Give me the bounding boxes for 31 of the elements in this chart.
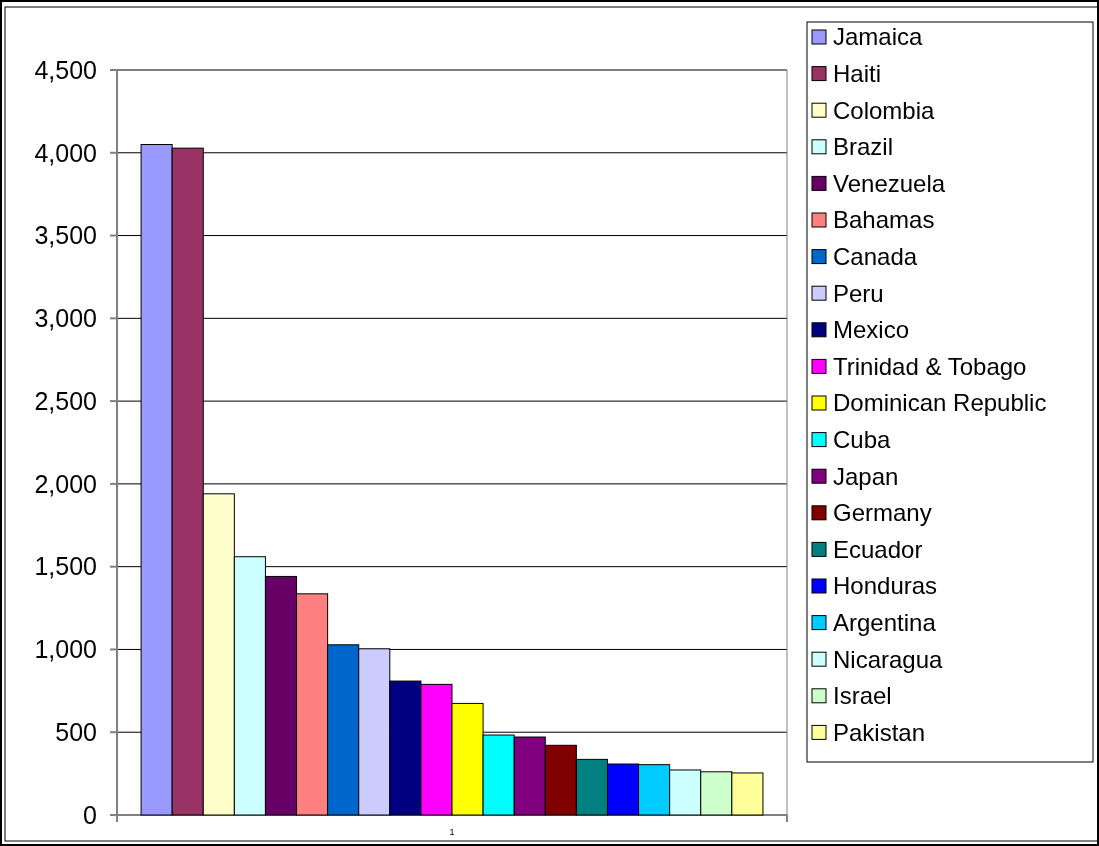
legend-label: Nicaragua (833, 645, 944, 673)
legend-label: Israel (833, 682, 892, 710)
y-tick-label: 2,000 (34, 469, 97, 498)
y-tick-label: 1,500 (34, 552, 97, 581)
legend-label: Peru (833, 279, 884, 307)
y-tick-label: 4,000 (34, 138, 97, 167)
legend-label: Canada (833, 243, 918, 270)
legend-label: Argentina (833, 609, 937, 636)
legend-label: Dominican Republic (833, 389, 1047, 417)
legend-label: Colombia (833, 96, 936, 124)
legend-label: Jamaica (833, 23, 924, 51)
legend-label: Pakistan (833, 718, 926, 746)
legend-label: Bahamas (833, 206, 935, 234)
legend-label: Mexico (833, 316, 910, 344)
legend-label: Brazil (833, 133, 894, 161)
legend-label: Haiti (833, 60, 882, 87)
legend-label: Ecuador (833, 535, 923, 563)
y-tick-label: 3,500 (34, 221, 97, 250)
y-tick-label: 4,500 (34, 55, 97, 84)
y-tick-label: 500 (55, 717, 97, 746)
y-tick-label: 3,000 (34, 304, 97, 333)
legend-label: Japan (833, 462, 899, 490)
legend-label: Trinidad & Tobago (833, 352, 1027, 380)
legend-label: Germany (833, 499, 932, 527)
y-tick-label: 2,500 (34, 386, 97, 415)
legend-label: Honduras (833, 572, 938, 600)
y-tick-label: 1,000 (34, 635, 97, 664)
x-tick-label: 1 (449, 827, 455, 837)
y-tick-label: 0 (83, 800, 97, 829)
legend-label: Venezuela (833, 169, 946, 197)
legend-label: Cuba (833, 426, 892, 453)
